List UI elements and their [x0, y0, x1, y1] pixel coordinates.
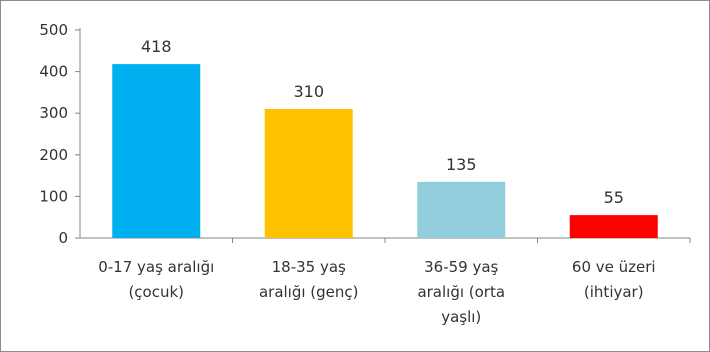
data-label: 135	[446, 155, 477, 174]
bar	[569, 215, 658, 238]
category-label: (ihtiyar)	[584, 283, 644, 301]
y-tick-label: 0	[58, 229, 68, 247]
category-label: aralığı (genç)	[259, 283, 359, 301]
y-tick-label: 200	[39, 146, 68, 164]
category-label: 18-35 yaş	[272, 258, 346, 276]
y-tick-label: 300	[39, 104, 68, 122]
category-label: 36-59 yaş	[424, 258, 498, 276]
data-label: 418	[141, 37, 172, 56]
category-label: (çocuk)	[128, 283, 184, 301]
bar	[264, 109, 353, 238]
category-label: 60 ve üzeri	[572, 258, 656, 276]
y-tick-label: 500	[39, 21, 68, 39]
y-tick-label: 400	[39, 63, 68, 81]
bar	[417, 181, 506, 238]
data-label: 55	[604, 188, 624, 207]
y-tick-label: 100	[39, 187, 68, 205]
category-label: aralığı (orta	[417, 283, 505, 301]
category-label: 0-17 yaş aralığı	[98, 258, 214, 276]
data-label: 310	[293, 82, 324, 101]
bar	[112, 64, 201, 238]
category-label: yaşlı)	[441, 308, 481, 326]
